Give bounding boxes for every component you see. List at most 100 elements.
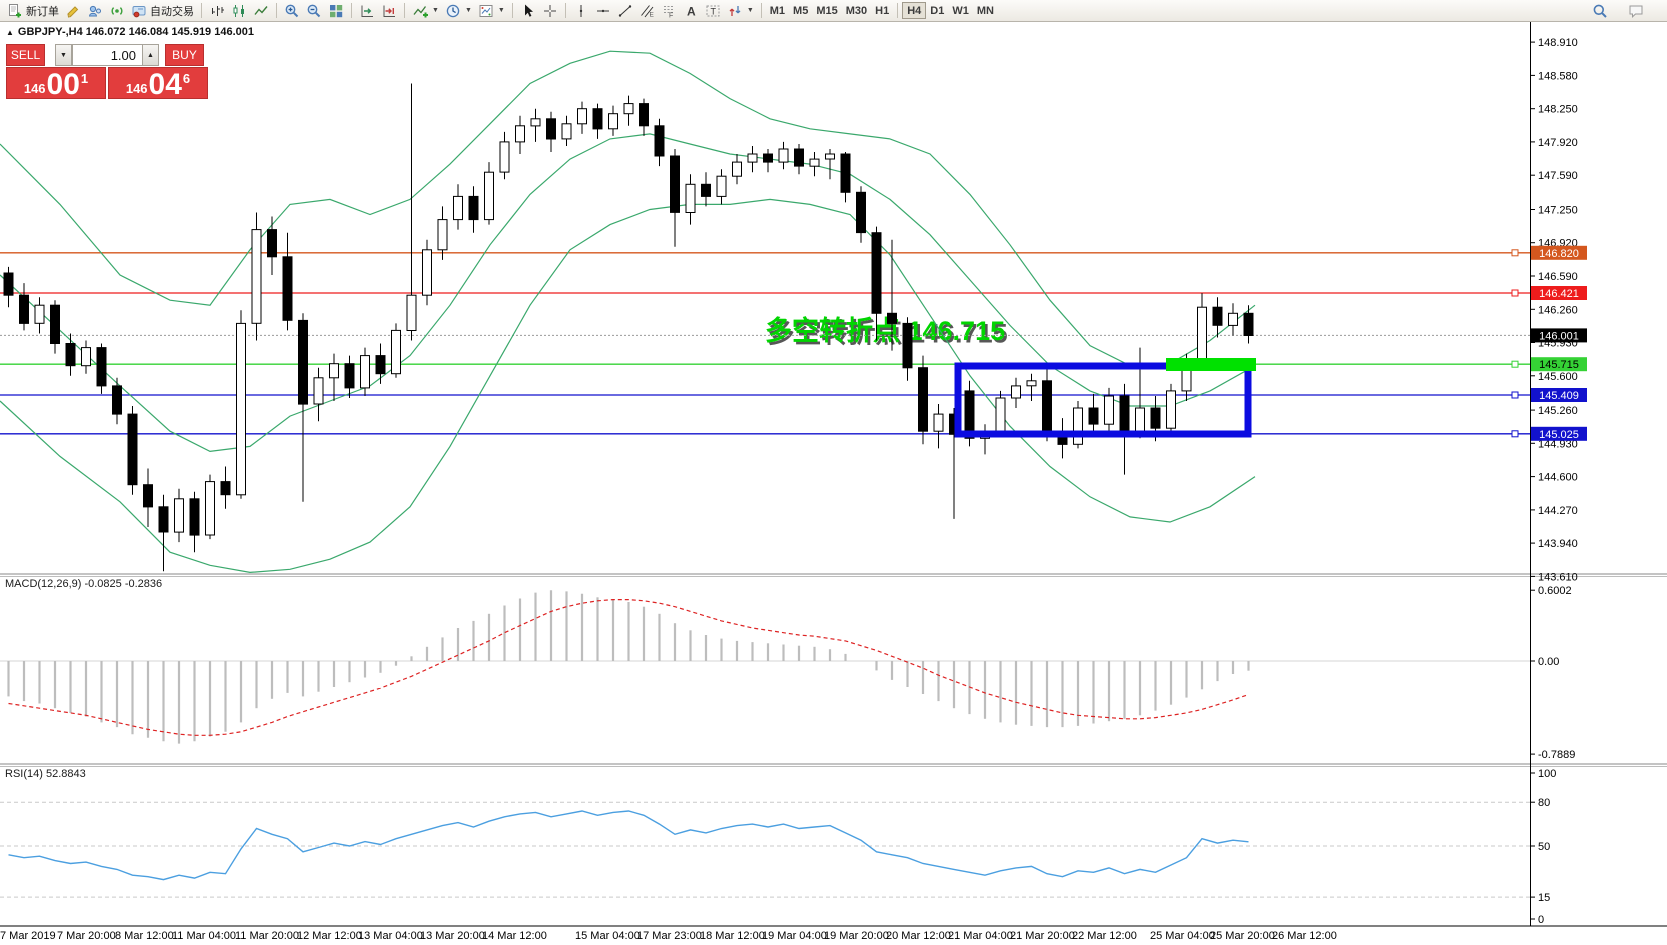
breakout-highlight-bar[interactable] [1166,358,1256,371]
candle-body [267,229,277,258]
vline-button[interactable] [570,1,592,21]
channel-icon: E [639,3,655,19]
sell-price-sup: 1 [80,71,89,86]
time-label: 12 Mar 12:00 [297,930,362,942]
text-label-button[interactable]: T [702,1,724,21]
templates-button[interactable]: ▼ [475,1,508,21]
candle-body [422,249,432,296]
candle-body [654,125,665,157]
tile-windows-button[interactable] [325,1,347,21]
timeframe-H4-button[interactable]: H4 [902,2,927,19]
candle-body [1073,407,1083,445]
buy-price-prefix: 146 [125,81,148,96]
autotrade-button[interactable]: 自动交易 [128,1,197,21]
community-icon [87,3,103,19]
annotation-text[interactable]: 多空转折点 146.715 [765,315,1005,346]
price-tick-label: 146.590 [1538,271,1578,283]
buy-button[interactable]: BUY [165,44,204,66]
timeframe-W1-button[interactable]: W1 [952,4,969,17]
new-order-button[interactable]: 新订单 [4,1,62,21]
sell-price-button[interactable]: 146 00 1 [6,67,106,100]
price-tick-label: 144.270 [1538,505,1578,517]
channel-button[interactable]: E [636,1,658,21]
zoom-out-button[interactable] [303,1,325,21]
autotrade-icon [131,3,147,19]
toolbar-separator [201,3,202,18]
price-tick-label: 148.580 [1538,70,1578,82]
trendline-button[interactable] [614,1,636,21]
autoscroll-button[interactable] [356,1,378,21]
time-label: 22 Mar 12:00 [1072,930,1137,942]
arrows-button[interactable]: ▼ [724,1,757,21]
candle-body [189,498,200,536]
candle-body [1119,395,1130,432]
candle-body [112,385,122,415]
timeframe-H1-button[interactable]: H1 [875,4,890,17]
hline-handle[interactable] [1511,430,1519,438]
volume-increase-button[interactable]: ▲ [142,44,159,66]
candle-body [174,498,184,533]
chart-shift-icon [381,3,397,19]
fibonacci-button[interactable]: F [658,1,680,21]
candle-body [1228,312,1238,326]
buy-price-button[interactable]: 146 04 6 [108,67,208,100]
candle-body [546,118,556,140]
candle-body [592,108,603,130]
timeframe-M15-button[interactable]: M15 [816,4,838,17]
time-label: 14 Mar 12:00 [482,930,547,942]
timeframe-D1-button[interactable]: D1 [930,4,945,17]
timeframe-MN-button[interactable]: MN [976,4,994,17]
consolidation-rectangle[interactable] [954,362,1252,438]
line-chart-button[interactable] [250,1,272,21]
hline-button[interactable] [592,1,614,21]
timeframe-M5-button[interactable]: M5 [793,4,809,17]
price-tick-label: 147.920 [1538,137,1578,149]
sell-button[interactable]: SELL [6,44,45,66]
hline-handle[interactable] [1511,249,1519,257]
candle-body [1197,306,1207,362]
search-button[interactable] [1589,1,1611,21]
hline-handle[interactable] [1511,289,1519,297]
volume-input[interactable]: 1.00 [72,44,142,66]
hline-handle[interactable] [1511,391,1519,399]
chart-shift-button[interactable] [378,1,400,21]
candle-body [1026,380,1037,387]
candle-body [639,103,649,127]
candles-chart-icon [231,3,247,19]
timeframe-M30-button[interactable]: M30 [845,4,868,17]
current-price-label: 146.001 [1539,330,1579,342]
time-label: 26 Mar 12:00 [1272,930,1337,942]
candle-body [127,413,138,486]
zoom-in-icon [284,3,300,19]
periods-button[interactable]: ▼ [442,1,475,21]
chart-area[interactable]: 多空转折点 146.715 多空转折点 146.715 148.910 148.580… [0,22,1667,945]
hline-price-label: 146.820 [1539,248,1579,260]
zoom-in-button[interactable] [281,1,303,21]
rsi-tick-label: 100 [1538,768,1556,780]
community-button[interactable] [84,1,106,21]
bars-chart-button[interactable] [206,1,228,21]
candle-body [840,153,851,193]
indicators-button[interactable]: ▼ [409,1,442,21]
time-label: 20 Mar 12:00 [886,930,951,942]
crosshair-button[interactable] [539,1,561,21]
periods-icon [445,3,461,19]
text-button[interactable]: A [680,1,702,21]
candle-body [96,347,107,387]
text-label-icon: T [705,3,721,19]
volume-decrease-button[interactable]: ▼ [55,44,72,66]
candle-body [577,108,587,125]
layouts-button[interactable] [62,1,84,21]
timeframe-M1-button[interactable]: M1 [769,4,786,17]
dropdown-arrow-icon: ▼ [497,7,505,14]
hline-handle[interactable] [1511,360,1519,368]
cursor-button[interactable] [517,1,539,21]
candles-chart-button[interactable] [228,1,250,21]
candle-body [918,367,928,432]
signals-button[interactable] [106,1,128,21]
vline-icon [573,3,589,19]
candle-body [747,153,758,163]
hline-icon [595,3,611,19]
chat-button[interactable] [1625,1,1647,21]
